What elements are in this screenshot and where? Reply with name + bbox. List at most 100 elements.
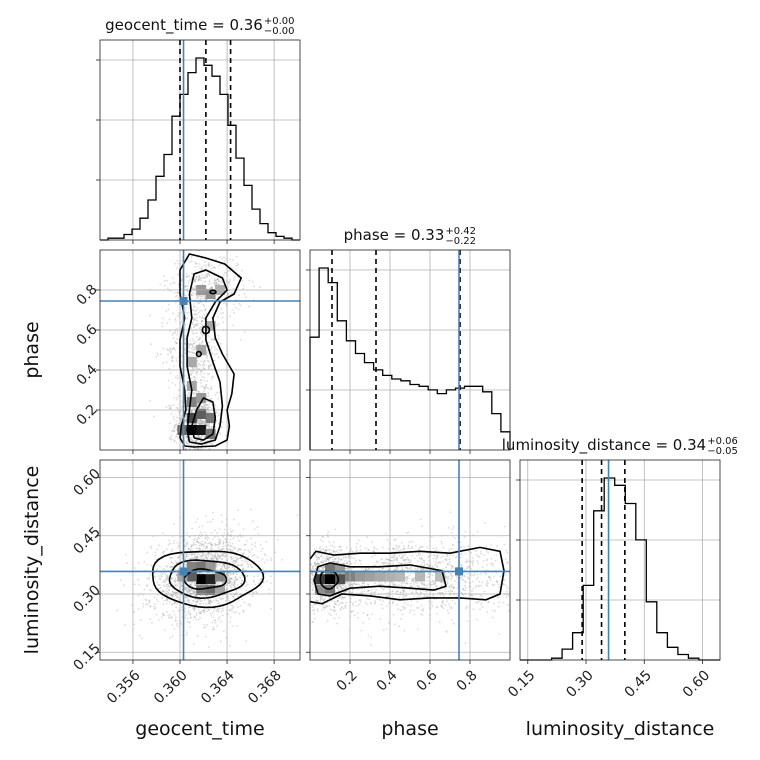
sample-point bbox=[199, 440, 202, 443]
sample-point bbox=[261, 547, 264, 550]
sample-point bbox=[212, 559, 215, 561]
sample-point bbox=[284, 602, 286, 604]
sample-point bbox=[466, 576, 469, 579]
sample-point bbox=[169, 438, 172, 441]
sample-point bbox=[481, 595, 483, 598]
sample-point bbox=[412, 583, 415, 586]
sample-point bbox=[414, 581, 417, 584]
sample-point bbox=[351, 588, 354, 591]
sample-point bbox=[227, 572, 230, 575]
sample-point bbox=[224, 538, 227, 541]
sample-point bbox=[161, 613, 164, 616]
sample-point bbox=[174, 295, 177, 298]
sample-point bbox=[232, 546, 235, 549]
sample-point bbox=[337, 583, 340, 586]
sample-point bbox=[337, 589, 340, 592]
sample-point bbox=[194, 552, 196, 555]
sample-point bbox=[180, 354, 183, 357]
sample-point bbox=[208, 406, 211, 409]
sample-point bbox=[166, 322, 169, 324]
sample-point bbox=[150, 343, 153, 346]
sample-point bbox=[229, 278, 232, 281]
sample-point bbox=[195, 555, 198, 558]
sample-point bbox=[184, 352, 187, 355]
sample-point bbox=[202, 363, 205, 365]
sample-point bbox=[204, 451, 206, 453]
sample-point bbox=[197, 357, 199, 360]
sample-point bbox=[175, 423, 178, 426]
sample-point bbox=[398, 625, 400, 628]
sample-point bbox=[397, 546, 400, 548]
sample-point bbox=[211, 556, 214, 559]
sample-point bbox=[211, 601, 214, 603]
sample-point bbox=[173, 282, 176, 284]
sample-point bbox=[164, 580, 167, 583]
sample-point bbox=[193, 543, 196, 546]
sample-point bbox=[202, 303, 205, 306]
sample-point bbox=[201, 320, 204, 322]
sample-point bbox=[220, 640, 222, 643]
sample-point bbox=[425, 590, 427, 593]
sample-point bbox=[396, 559, 399, 562]
sample-point bbox=[217, 278, 219, 281]
sample-point bbox=[313, 562, 316, 565]
sample-point bbox=[337, 587, 339, 590]
sample-point bbox=[189, 590, 191, 593]
sample-point bbox=[310, 572, 313, 575]
sample-point bbox=[444, 575, 447, 577]
sample-point bbox=[213, 278, 216, 280]
sample-point bbox=[410, 565, 413, 568]
sample-point bbox=[317, 556, 320, 559]
sample-point bbox=[212, 599, 215, 602]
sample-point bbox=[219, 555, 221, 557]
sample-point bbox=[143, 560, 146, 563]
sample-point bbox=[341, 588, 344, 591]
sample-point bbox=[174, 349, 177, 351]
sample-point bbox=[200, 320, 203, 323]
sample-point bbox=[340, 545, 342, 548]
sample-point bbox=[230, 587, 232, 589]
sample-point bbox=[201, 283, 204, 286]
sample-point bbox=[330, 551, 332, 554]
sample-point bbox=[295, 611, 297, 613]
sample-point bbox=[196, 601, 199, 603]
sample-point bbox=[224, 599, 227, 602]
sample-point bbox=[231, 542, 234, 545]
sample-point bbox=[222, 630, 225, 633]
sample-point bbox=[201, 572, 204, 575]
sample-point bbox=[144, 598, 147, 601]
sample-point bbox=[190, 602, 193, 605]
sample-point bbox=[232, 625, 235, 627]
sample-point bbox=[204, 405, 207, 408]
sample-point bbox=[419, 558, 422, 561]
sample-point bbox=[406, 582, 409, 585]
sample-point bbox=[193, 393, 196, 396]
sample-point bbox=[177, 591, 179, 594]
sample-point bbox=[339, 586, 342, 589]
sample-point bbox=[468, 550, 470, 553]
sample-point bbox=[335, 586, 338, 588]
sample-point bbox=[177, 457, 179, 459]
sample-point bbox=[203, 372, 205, 375]
sample-point bbox=[424, 563, 426, 566]
sample-point bbox=[321, 609, 324, 612]
sample-point bbox=[303, 561, 305, 563]
sample-point bbox=[188, 548, 190, 551]
sample-point bbox=[193, 557, 195, 559]
sample-point bbox=[471, 557, 474, 560]
sample-point bbox=[455, 575, 458, 578]
sample-point bbox=[176, 416, 178, 419]
sample-point bbox=[421, 558, 424, 561]
sample-point bbox=[160, 586, 162, 589]
sample-point bbox=[240, 582, 243, 585]
sample-point bbox=[464, 561, 467, 564]
sample-point bbox=[205, 265, 208, 268]
sample-point bbox=[311, 606, 314, 609]
sample-point bbox=[213, 346, 216, 348]
sample-point bbox=[206, 538, 209, 541]
sample-point bbox=[186, 590, 189, 593]
sample-point bbox=[216, 565, 218, 568]
sample-point bbox=[344, 604, 347, 607]
sample-point bbox=[217, 277, 220, 279]
sample-point bbox=[207, 646, 210, 649]
